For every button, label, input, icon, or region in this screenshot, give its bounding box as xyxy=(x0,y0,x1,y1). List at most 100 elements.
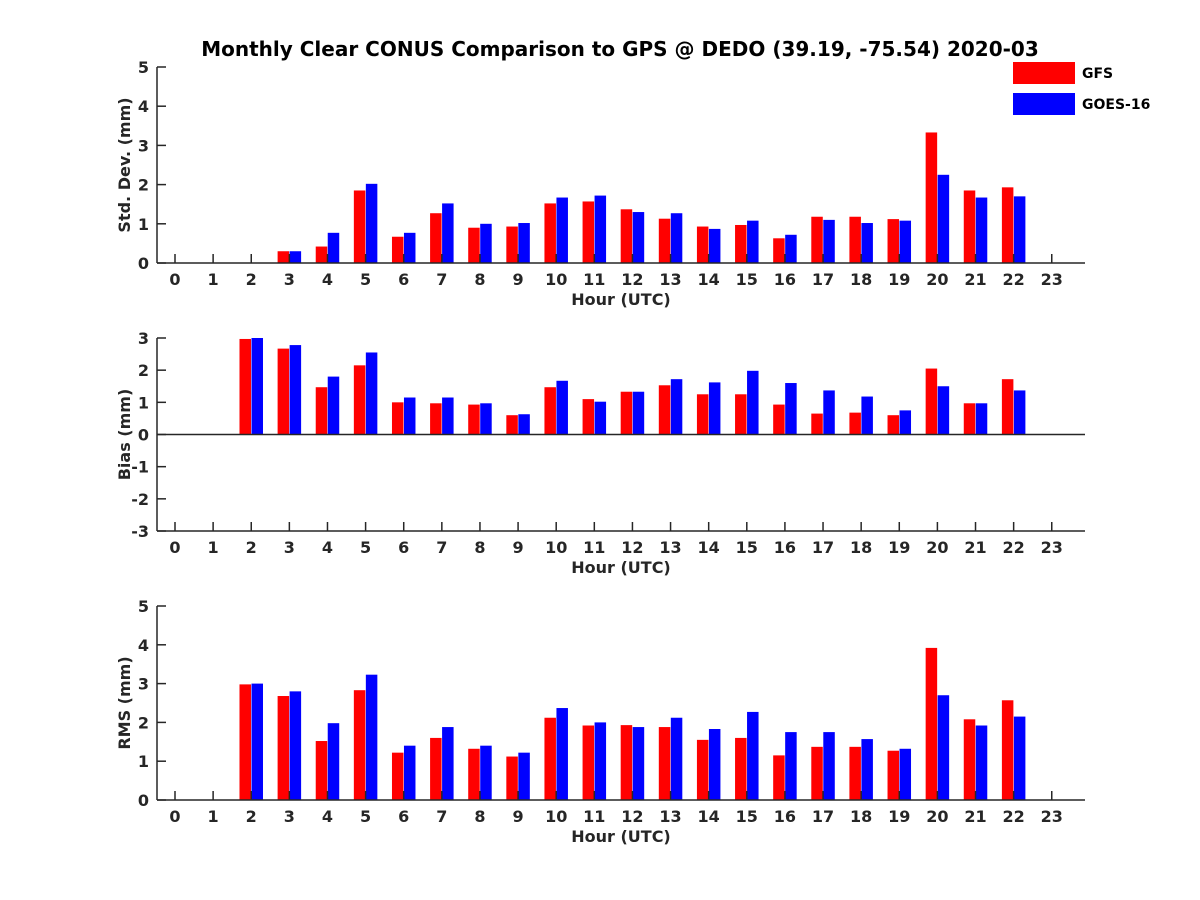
bar-goes-16-hour-11 xyxy=(594,722,607,800)
bar-goes-16-hour-3 xyxy=(289,345,302,435)
bar-goes-16-hour-8 xyxy=(480,403,492,435)
x-tick-label: 11 xyxy=(583,807,605,826)
bar-gfs-hour-22 xyxy=(1001,187,1014,263)
x-tick-label: 14 xyxy=(698,807,720,826)
bar-gfs-hour-20 xyxy=(925,132,938,263)
bar-goes-16-hour-16 xyxy=(785,732,797,800)
x-tick-label: 8 xyxy=(474,538,485,557)
y-tick-label: 3 xyxy=(138,329,149,348)
bar-gfs-hour-14 xyxy=(696,739,709,800)
x-tick-label: 9 xyxy=(513,270,524,289)
bar-goes-16-hour-5 xyxy=(365,352,378,435)
x-tick-label: 15 xyxy=(736,807,758,826)
x-tick-label: 0 xyxy=(169,270,180,289)
bar-goes-16-hour-17 xyxy=(823,390,835,435)
bar-gfs-hour-17 xyxy=(811,216,823,263)
x-tick-label: 19 xyxy=(888,270,910,289)
bar-gfs-hour-8 xyxy=(468,227,480,263)
bar-goes-16-hour-17 xyxy=(823,732,835,800)
bar-gfs-hour-14 xyxy=(696,226,709,263)
y-tick-label: 4 xyxy=(138,97,149,116)
x-tick-label: 20 xyxy=(926,807,948,826)
x-tick-label: 16 xyxy=(774,807,796,826)
bar-goes-16-hour-22 xyxy=(1013,716,1026,800)
x-tick-label: 0 xyxy=(169,807,180,826)
x-tick-label: 12 xyxy=(621,270,643,289)
bar-gfs-hour-20 xyxy=(925,647,938,800)
x-tick-label: 23 xyxy=(1041,270,1063,289)
x-tick-label: 22 xyxy=(1003,270,1025,289)
bar-gfs-hour-15 xyxy=(735,224,747,263)
y-tick-label: 1 xyxy=(138,752,149,771)
x-tick-label: 14 xyxy=(698,270,720,289)
x-tick-label: 14 xyxy=(698,538,720,557)
bar-goes-16-hour-20 xyxy=(937,386,950,435)
bar-goes-16-hour-5 xyxy=(365,674,378,800)
bar-goes-16-hour-12 xyxy=(632,391,645,435)
bar-gfs-hour-9 xyxy=(506,756,518,800)
x-tick-label: 18 xyxy=(850,538,872,557)
bar-gfs-hour-4 xyxy=(315,246,328,263)
x-tick-label: 5 xyxy=(360,807,371,826)
bar-goes-16-hour-17 xyxy=(823,219,835,263)
bar-gfs-hour-19 xyxy=(887,415,900,435)
x-tick-label: 16 xyxy=(774,538,796,557)
bar-gfs-hour-16 xyxy=(773,238,785,263)
x-tick-label: 1 xyxy=(208,538,219,557)
y-tick-label: -3 xyxy=(131,522,149,541)
x-tick-label: 2 xyxy=(246,538,257,557)
y-axis-label: RMS (mm) xyxy=(115,656,134,749)
bar-gfs-hour-10 xyxy=(544,717,556,800)
x-tick-label: 22 xyxy=(1003,807,1025,826)
bar-goes-16-hour-15 xyxy=(747,711,759,800)
x-tick-label: 19 xyxy=(888,538,910,557)
x-tick-label: 19 xyxy=(888,807,910,826)
bar-gfs-hour-13 xyxy=(658,385,671,435)
x-tick-label: 18 xyxy=(850,807,872,826)
x-tick-label: 12 xyxy=(621,807,643,826)
x-tick-label: 4 xyxy=(322,538,333,557)
bar-gfs-hour-16 xyxy=(773,755,785,800)
bar-gfs-hour-5 xyxy=(353,190,366,263)
bar-goes-16-hour-11 xyxy=(594,195,607,263)
bar-goes-16-hour-5 xyxy=(365,183,378,263)
y-tick-label: 2 xyxy=(138,713,149,732)
x-tick-label: 5 xyxy=(360,538,371,557)
bar-goes-16-hour-4 xyxy=(327,232,340,263)
bar-goes-16-hour-8 xyxy=(480,223,492,263)
x-tick-label: 7 xyxy=(436,538,447,557)
x-axis-label: Hour (UTC) xyxy=(571,290,671,309)
y-axis-label: Std. Dev. (mm) xyxy=(115,97,134,232)
bar-gfs-hour-22 xyxy=(1001,700,1014,800)
bar-gfs-hour-5 xyxy=(353,365,366,435)
x-tick-label: 13 xyxy=(659,807,681,826)
bar-gfs-hour-13 xyxy=(658,727,671,800)
y-tick-label: 1 xyxy=(138,393,149,412)
bar-goes-16-hour-9 xyxy=(518,414,530,435)
bar-gfs-hour-7 xyxy=(430,403,442,435)
bar-gfs-hour-7 xyxy=(430,213,442,263)
bar-goes-16-hour-13 xyxy=(670,717,683,800)
legend-label-gfs: GFS xyxy=(1082,66,1113,82)
bar-goes-16-hour-22 xyxy=(1013,196,1026,263)
bar-gfs-hour-21 xyxy=(963,719,976,800)
bar-gfs-hour-21 xyxy=(963,403,976,435)
y-tick-label: -1 xyxy=(131,458,149,477)
y-tick-label: 5 xyxy=(138,597,149,616)
bar-gfs-hour-17 xyxy=(811,413,823,435)
bar-goes-16-hour-3 xyxy=(289,251,302,263)
bar-goes-16-hour-7 xyxy=(442,397,454,435)
x-tick-label: 21 xyxy=(964,270,986,289)
bar-goes-16-hour-13 xyxy=(670,213,683,263)
bar-goes-16-hour-7 xyxy=(442,203,454,263)
legend-label-goes-16: GOES-16 xyxy=(1082,97,1150,113)
x-tick-label: 2 xyxy=(246,807,257,826)
y-tick-label: 0 xyxy=(138,791,149,810)
x-tick-label: 1 xyxy=(208,807,219,826)
bar-gfs-hour-8 xyxy=(468,748,480,800)
x-tick-label: 8 xyxy=(474,270,485,289)
bar-gfs-hour-12 xyxy=(620,391,633,435)
x-tick-label: 1 xyxy=(208,270,219,289)
bar-goes-16-hour-14 xyxy=(708,228,721,263)
